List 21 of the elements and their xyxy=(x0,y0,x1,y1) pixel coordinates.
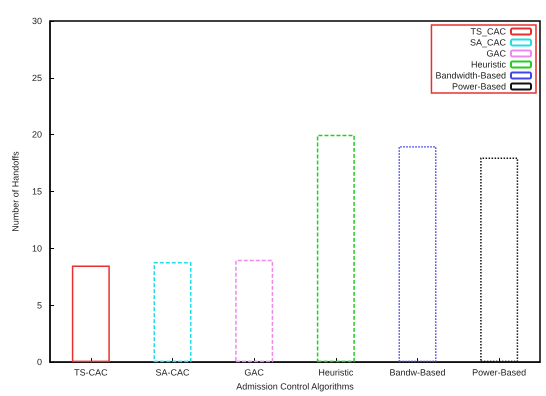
x-tick-label: GAC xyxy=(244,368,264,378)
x-tick-label: Heuristic xyxy=(318,368,354,378)
legend-label: Bandwidth-Based xyxy=(435,70,506,80)
legend-label: TS_CAC xyxy=(470,26,506,36)
legend-label: GAC xyxy=(486,48,506,58)
legend-label: Heuristic xyxy=(470,60,506,70)
x-axis-title: Admission Control Algorithms xyxy=(236,382,354,392)
y-tick-label: 5 xyxy=(36,300,42,310)
y-tick-label: 10 xyxy=(32,243,42,254)
y-tick-label: 25 xyxy=(32,72,42,83)
x-tick-label: Bandw-Based xyxy=(389,368,446,378)
legend-label: SA_CAC xyxy=(470,38,506,48)
y-tick-label: 30 xyxy=(32,16,42,26)
x-tick-label: SA-CAC xyxy=(155,368,190,378)
y-tick-label: 0 xyxy=(36,357,42,368)
y-tick-label: 20 xyxy=(32,130,42,140)
legend-label: Power-Based xyxy=(452,82,506,92)
x-tick-label: Power-Based xyxy=(472,368,526,378)
x-tick-label: TS-CAC xyxy=(74,368,108,378)
y-axis-title: Number of Handoffs xyxy=(10,150,20,232)
y-tick-label: 15 xyxy=(32,186,42,197)
